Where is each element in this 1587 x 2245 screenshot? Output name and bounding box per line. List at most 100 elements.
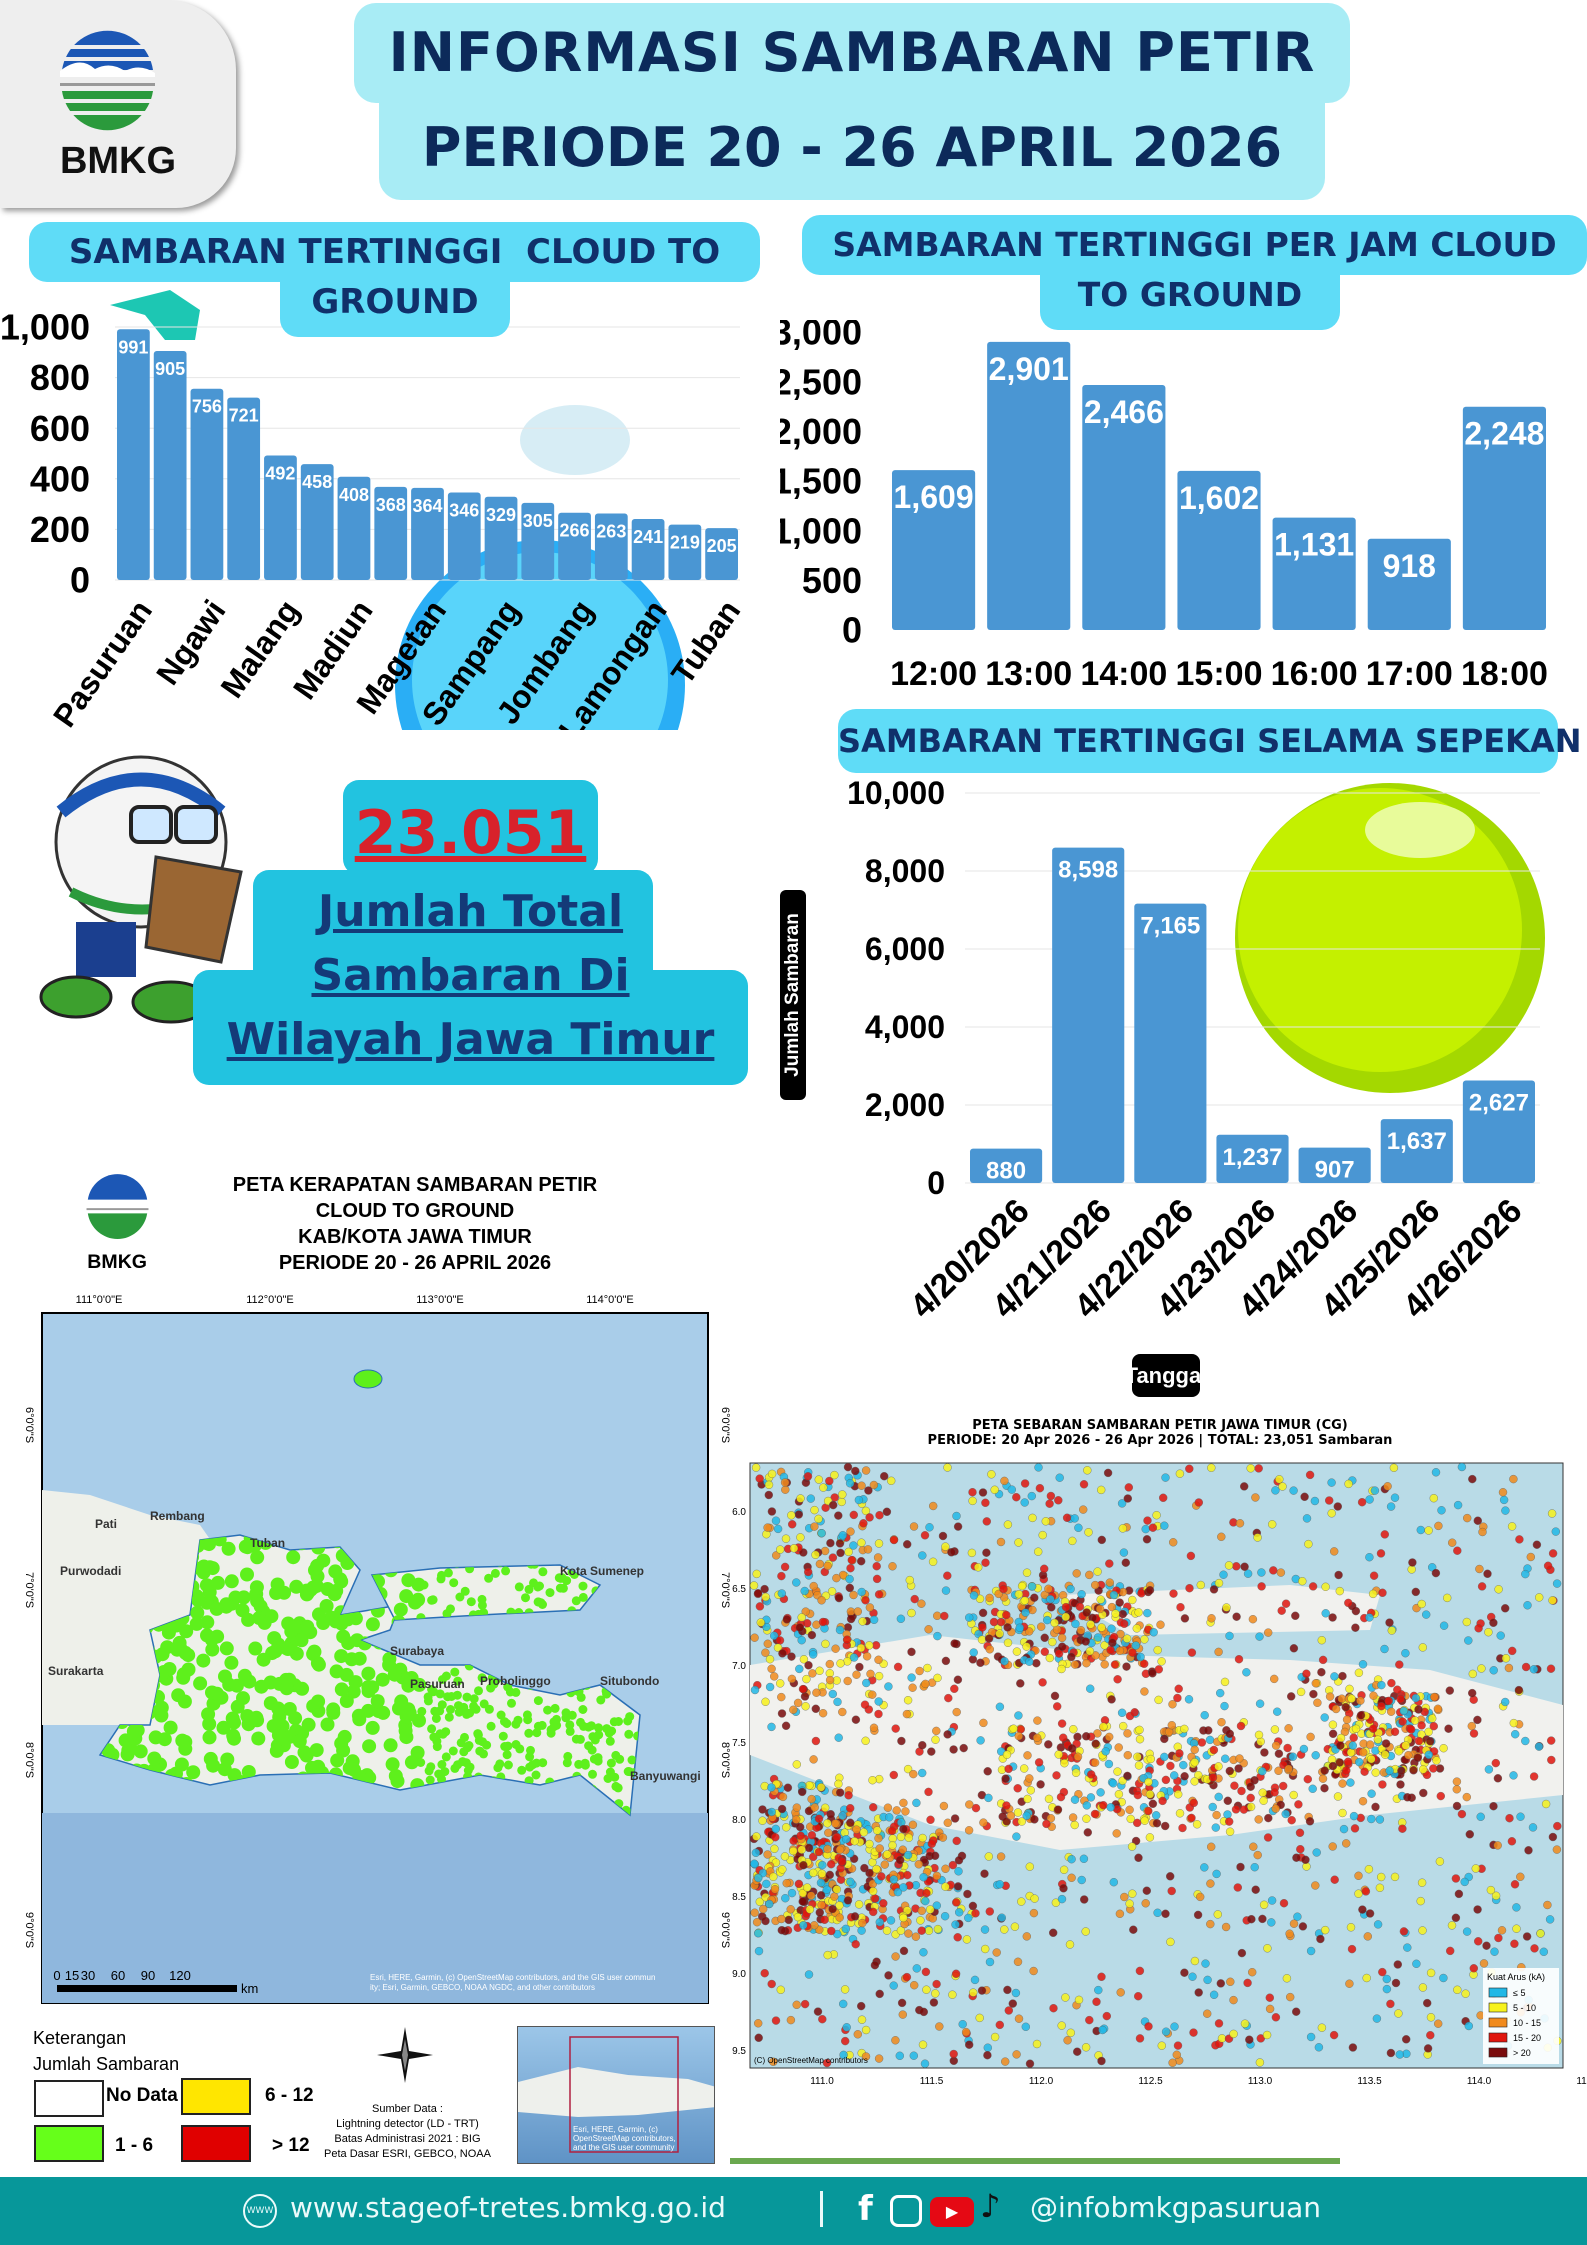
lon-label: 111°0'0"E xyxy=(76,1294,123,1306)
strike-point xyxy=(803,1567,813,1577)
strike-point xyxy=(1423,2044,1433,2053)
strike-point xyxy=(832,1832,842,1842)
strike-point xyxy=(835,1625,845,1635)
strike-point xyxy=(1014,2014,1024,2023)
strike-point xyxy=(1255,1699,1265,1708)
strike-point xyxy=(1225,1817,1234,1826)
strike-point xyxy=(1099,1801,1108,1810)
strike-point xyxy=(911,1932,921,1941)
strike-point xyxy=(1435,1857,1445,1866)
strike-point xyxy=(1134,1853,1143,1862)
strike-point xyxy=(1085,1570,1094,1580)
instagram-icon[interactable] xyxy=(890,2195,922,2227)
bar xyxy=(521,502,555,580)
scale-label: 60 xyxy=(111,1968,125,1983)
strike-point xyxy=(788,1520,797,1529)
density-dot xyxy=(437,1760,447,1769)
density-dot xyxy=(288,1711,303,1726)
x-axis-title: Tanggal xyxy=(1125,1354,1207,1397)
strike-point xyxy=(1205,1735,1215,1745)
strike-point xyxy=(1134,1992,1143,2001)
strike-point xyxy=(753,1589,763,1598)
strike-point xyxy=(1416,1525,1425,1535)
strike-point xyxy=(1217,1718,1226,1727)
chart2-title-line1: SAMBARAN TERTINGGI PER JAM CLOUD xyxy=(802,215,1587,275)
strike-point xyxy=(1303,1775,1312,1784)
strike-point xyxy=(1160,1734,1169,1744)
strike-point xyxy=(1474,1624,1483,1633)
strike-point xyxy=(875,1844,884,1853)
strike-point xyxy=(750,1633,759,1642)
strike-point xyxy=(846,1527,855,1536)
youtube-icon[interactable]: ▶ xyxy=(930,2197,974,2227)
strike-point xyxy=(1336,1741,1345,1750)
strike-point xyxy=(1062,1513,1072,1522)
density-dot xyxy=(297,1745,312,1760)
facebook-icon[interactable]: f xyxy=(858,2189,873,2229)
strike-point xyxy=(1130,1708,1139,1717)
strike-point xyxy=(1017,1897,1026,1906)
strike-point xyxy=(1074,1523,1083,1533)
strike-point xyxy=(857,2015,867,2024)
strike-point xyxy=(1407,1725,1416,1734)
strike-point xyxy=(1516,1812,1525,1821)
strike-point xyxy=(796,1533,805,1542)
strike-point xyxy=(1169,1538,1178,1547)
strike-point xyxy=(1365,1909,1375,1918)
strike-point xyxy=(996,1537,1006,1547)
strike-point xyxy=(751,1463,761,1472)
website-link[interactable]: www.stageof-tretes.bmkg.go.id xyxy=(290,2191,726,2224)
x-tick-label: 12:00 xyxy=(890,655,977,693)
strike-point xyxy=(899,1883,908,1892)
strike-point xyxy=(778,1649,787,1658)
y-tick-label: 200 xyxy=(30,509,90,550)
strike-point xyxy=(818,2015,827,2024)
strike-point xyxy=(950,1684,959,1694)
strike-point xyxy=(863,1545,873,1554)
strike-point xyxy=(823,1844,832,1854)
bar xyxy=(987,341,1071,630)
density-dot xyxy=(456,1738,466,1748)
density-dot xyxy=(347,1762,361,1777)
bar xyxy=(970,1148,1043,1183)
strike-point xyxy=(1510,1880,1520,1889)
strike-point xyxy=(1201,1959,1210,1968)
density-dot xyxy=(362,1739,377,1754)
strike-point xyxy=(1378,1967,1387,1977)
density-dot xyxy=(171,1688,186,1703)
strike-point xyxy=(1418,1926,1427,1935)
strike-point xyxy=(1050,1618,1059,1628)
tiktok-icon[interactable]: ♪ xyxy=(980,2187,1001,2225)
data-label: 1,602 xyxy=(1179,480,1259,516)
density-dot xyxy=(256,1652,271,1667)
strike-point xyxy=(1391,1978,1401,1988)
strike-point xyxy=(1316,1934,1325,1944)
strike-point xyxy=(1057,1894,1067,1904)
strike-point xyxy=(775,1636,785,1645)
social-handle[interactable]: @infobmkgpasuruan xyxy=(1030,2191,1321,2224)
strike-point xyxy=(1114,1790,1124,1799)
strike-point xyxy=(1097,1623,1106,1632)
strike-point xyxy=(799,1655,809,1664)
strike-point xyxy=(1358,1660,1368,1669)
strike-point xyxy=(1096,1788,1105,1797)
strike-point xyxy=(1397,1766,1406,1775)
density-dot xyxy=(477,1673,487,1683)
strike-point xyxy=(1327,1509,1336,1518)
strike-point xyxy=(1431,1468,1441,1477)
strike-point xyxy=(1451,1874,1461,1883)
strike-point xyxy=(962,1935,972,1944)
bar xyxy=(117,329,150,580)
strike-point xyxy=(1401,1648,1410,1658)
strike-point xyxy=(1264,1628,1273,1637)
strike-point xyxy=(1101,1747,1110,1756)
strike-point xyxy=(1046,1814,1056,1823)
density-dot xyxy=(565,1720,575,1730)
density-map[interactable]: TubanPatiRembangPurwodadiSurakartaSuraba… xyxy=(0,1285,730,2015)
strike-point xyxy=(845,1574,854,1584)
strike-point xyxy=(800,1999,810,2009)
strike-point xyxy=(806,1494,816,1503)
strike-point xyxy=(1109,1878,1118,1887)
strike-point xyxy=(1462,1792,1471,1802)
